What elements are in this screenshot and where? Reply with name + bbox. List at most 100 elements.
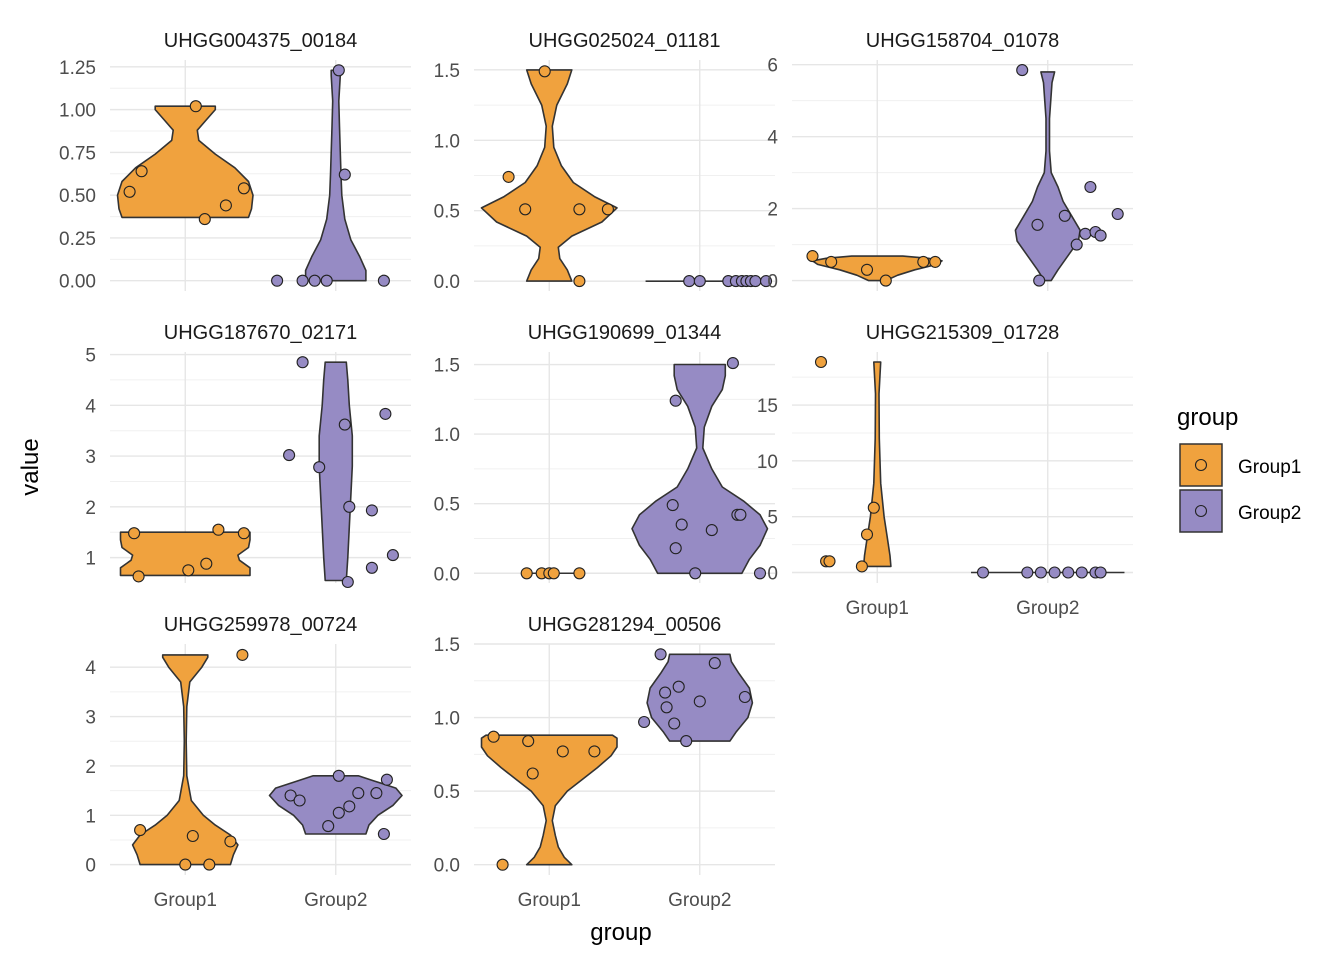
- violin-group1: [480, 69, 618, 282]
- data-point-group1: [132, 570, 145, 583]
- y-tick-label: 2: [85, 757, 96, 778]
- y-tick-label: 0.50: [59, 186, 96, 207]
- data-point-group2: [669, 394, 682, 407]
- y-tick-label: 0.5: [434, 202, 460, 223]
- y-tick-label: 1.25: [59, 58, 96, 79]
- data-point-group2: [668, 717, 681, 730]
- data-point-group1: [203, 858, 216, 871]
- legend-label: Group1: [1238, 457, 1301, 478]
- y-tick-label: 0: [85, 856, 96, 877]
- data-point-group2: [672, 680, 685, 693]
- data-point-group2: [332, 806, 345, 819]
- data-point-group1: [855, 560, 868, 573]
- data-point-group1: [219, 199, 232, 212]
- violin-group1: [116, 105, 254, 219]
- data-point-group2: [675, 518, 688, 531]
- data-point-group2: [638, 715, 651, 729]
- data-point-group1: [134, 824, 147, 837]
- violin-group1: [119, 531, 251, 577]
- legend-label: Group2: [1238, 503, 1301, 524]
- y-tick-label: 6: [767, 56, 778, 77]
- data-point-group2: [666, 499, 679, 512]
- x-tick-label: Group1: [154, 890, 217, 911]
- facet-title: UHGG190699_01344: [528, 322, 721, 344]
- data-point-group1: [186, 829, 199, 843]
- data-point-group2: [343, 800, 356, 813]
- y-tick-label: 0.5: [434, 782, 460, 803]
- y-tick-label: 1.5: [434, 356, 460, 377]
- data-point-group1: [860, 528, 874, 541]
- y-tick-label: 1.5: [434, 61, 460, 82]
- y-tick-label: 4: [767, 128, 778, 149]
- facet-title: UHGG025024_01181: [529, 30, 721, 52]
- data-point-group2: [332, 64, 345, 77]
- data-point-group2: [683, 275, 696, 288]
- data-point-group2: [1094, 566, 1107, 579]
- data-point-group1: [823, 555, 836, 568]
- data-point-group2: [343, 500, 356, 513]
- y-tick-label: 0.0: [434, 564, 460, 585]
- data-point-group2: [753, 567, 767, 580]
- y-tick-label: 0: [767, 564, 778, 585]
- y-tick-label: 4: [85, 396, 96, 417]
- data-point-group1: [182, 564, 195, 577]
- violin-group2: [268, 775, 403, 835]
- y-tick-label: 0.5: [434, 495, 460, 516]
- data-point-group2: [338, 168, 351, 181]
- data-point-group2: [689, 567, 702, 580]
- y-tick-label: 15: [757, 396, 778, 417]
- facet-title: UHGG281294_00506: [528, 614, 721, 636]
- data-point-group1: [860, 263, 874, 276]
- violin-group2: [1014, 71, 1081, 282]
- y-tick-label: 0.00: [59, 272, 96, 293]
- data-point-group1: [237, 182, 250, 195]
- panel-3: 0 2 4 6 UHGG158704_01078: [767, 30, 1133, 293]
- data-point-group1: [502, 170, 515, 183]
- data-point-group2: [726, 357, 739, 370]
- violin-group2: [304, 69, 367, 282]
- data-point-group1: [556, 745, 569, 758]
- facet-title: UHGG187670_02171: [164, 322, 357, 344]
- data-point-group2: [1034, 566, 1047, 579]
- facet-title: UHGG158704_01078: [866, 30, 1059, 52]
- y-tick-label: 0.0: [434, 272, 460, 293]
- panel-7: 0 1 2 3 4 UHGG259978_00724 Group1 Group2: [85, 614, 411, 911]
- violin-group1: [862, 361, 892, 568]
- data-point-group1: [237, 527, 250, 540]
- data-point-group1: [929, 255, 942, 268]
- y-tick-label: 4: [85, 658, 96, 679]
- y-axis-title: value: [17, 438, 44, 495]
- data-point-group2: [680, 735, 693, 748]
- data-point-group2: [338, 418, 351, 431]
- y-tick-label: 1.00: [59, 101, 96, 122]
- y-tick-label: 1: [85, 549, 96, 570]
- data-point-group2: [365, 504, 378, 517]
- data-point-group1: [588, 745, 601, 758]
- data-point-group2: [293, 794, 306, 807]
- data-point-group1: [487, 730, 500, 743]
- data-point-group1: [224, 835, 237, 848]
- y-tick-label: 0.75: [59, 143, 96, 164]
- data-point-group2: [659, 686, 672, 699]
- data-point-group2: [1021, 566, 1034, 579]
- y-tick-label: 1: [85, 806, 96, 827]
- data-point-group2: [332, 769, 345, 782]
- data-point-group1: [547, 567, 560, 580]
- facet-title: UHGG259978_00724: [164, 614, 357, 636]
- data-point-group2: [660, 701, 673, 714]
- data-point-group1: [825, 255, 838, 268]
- panel-1: 0.00 0.25 0.50 0.75 1.00 1.25 UHGG004375_00184: [59, 30, 411, 293]
- data-point-group2: [1094, 229, 1107, 242]
- data-point-group2: [341, 575, 354, 589]
- panel-5: 0.0 0.5 1.0 1.5 UHGG190699_01344: [434, 322, 775, 585]
- panel-4: 1 2 3 4 5 UHGG187670_02171: [85, 322, 411, 589]
- data-point-group1: [867, 501, 880, 514]
- data-point-group1: [123, 185, 136, 198]
- data-point-group2: [1111, 207, 1124, 221]
- legend-point-group1: [1194, 458, 1208, 472]
- y-tick-label: 0.0: [434, 856, 460, 877]
- data-point-group2: [1016, 64, 1029, 77]
- data-point-group1: [189, 100, 202, 113]
- y-tick-label: 10: [757, 452, 778, 473]
